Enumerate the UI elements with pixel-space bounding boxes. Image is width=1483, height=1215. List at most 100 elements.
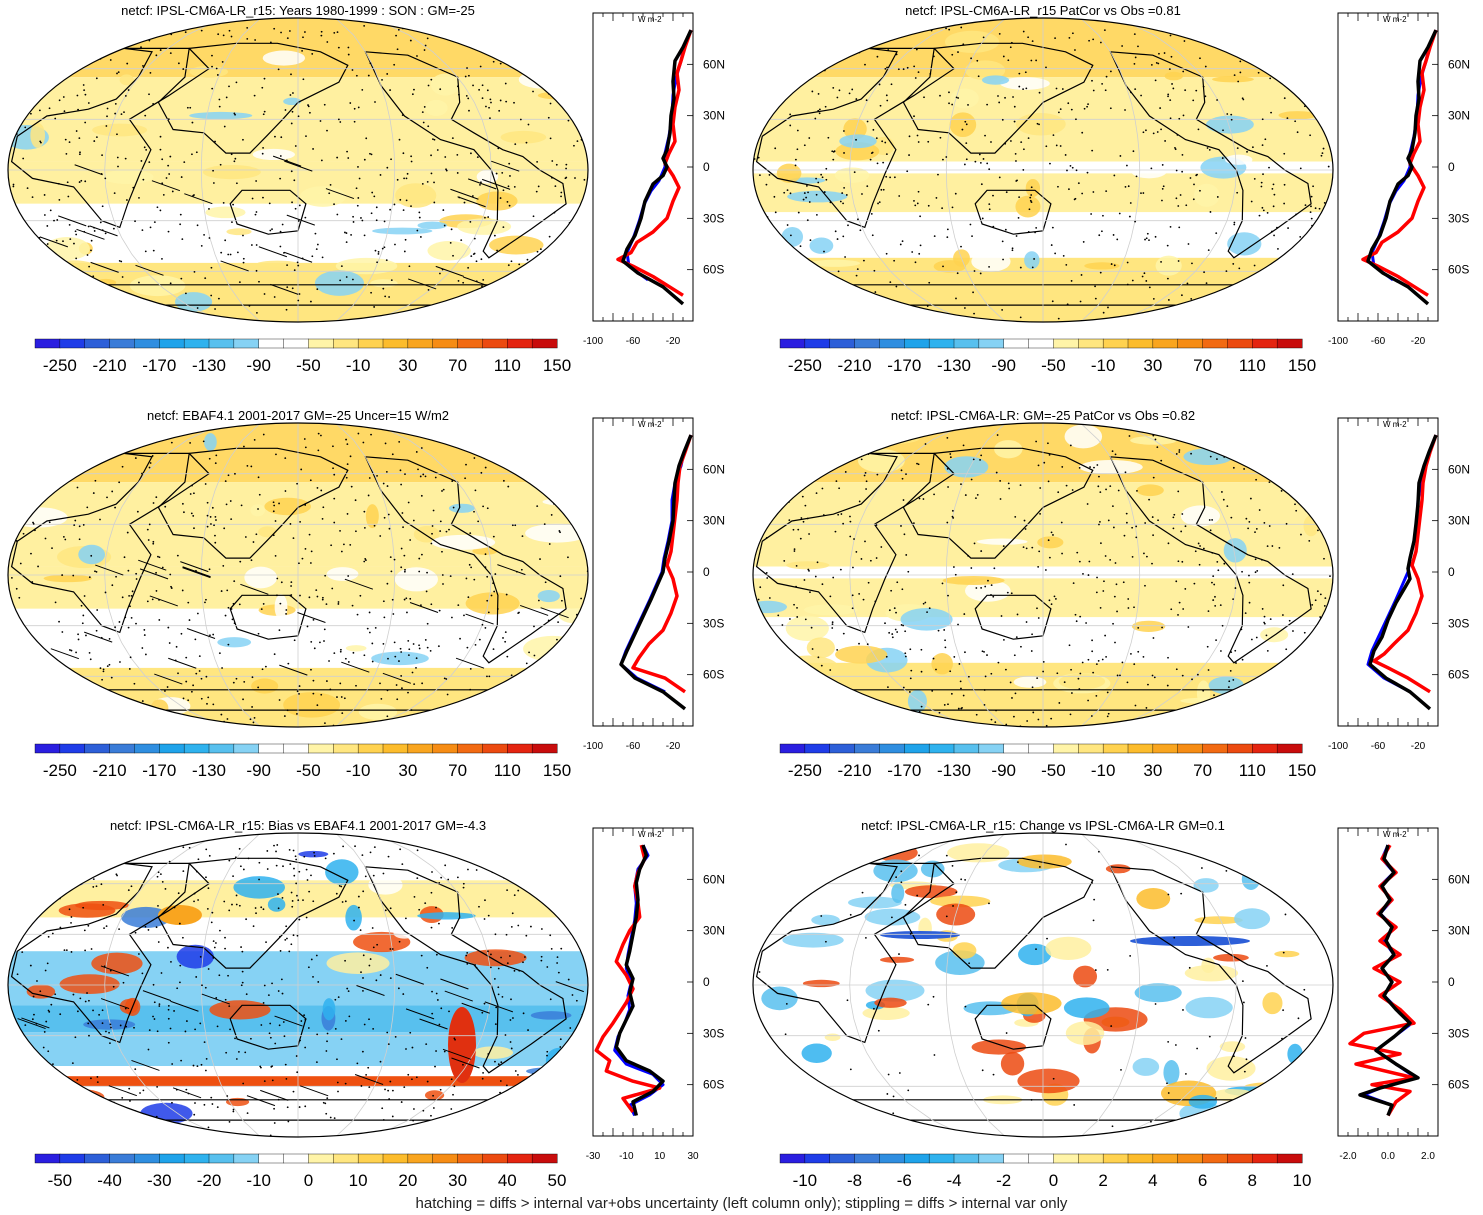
- zonal-y-tick-label: 0: [703, 160, 710, 174]
- stipple-dot: [793, 1097, 796, 1100]
- stipple-dot: [83, 929, 86, 932]
- stipple-dot: [207, 968, 210, 970]
- zonal-y-tick-label: 60N: [1448, 462, 1470, 476]
- stipple-dot: [1221, 624, 1224, 627]
- stipple-dot: [527, 1029, 529, 1031]
- stipple-dot: [763, 636, 766, 638]
- stipple-dot: [754, 729, 756, 731]
- stipple-dot: [1043, 461, 1046, 464]
- stipple-dot: [858, 727, 860, 729]
- stipple-dot: [433, 138, 436, 141]
- stipple-dot: [1282, 584, 1285, 587]
- stipple-dot: [316, 243, 319, 246]
- stipple-dot: [190, 512, 193, 515]
- zonal-unit: W m-2: [638, 15, 662, 24]
- stipple-dot: [46, 674, 49, 676]
- stipple-dot: [185, 680, 188, 683]
- stipple-dot: [46, 225, 49, 227]
- stipple-dot: [882, 161, 885, 164]
- zonal-y-tick-label: 30S: [1448, 1026, 1469, 1040]
- stipple-dot: [1085, 622, 1087, 624]
- stipple-dot: [102, 670, 105, 673]
- stipple-dot: [369, 958, 372, 960]
- colorbar-swatch: [1227, 1153, 1253, 1164]
- stipple-dot: [1194, 550, 1197, 553]
- stipple-dot: [1276, 263, 1278, 266]
- zonal-x-tick-label: -60: [626, 741, 641, 752]
- stipple-dot: [540, 485, 543, 487]
- stipple-dot: [280, 31, 282, 34]
- stipple-dot: [213, 524, 215, 527]
- stipple-dot: [750, 229, 752, 231]
- hatch-line: [100, 998, 130, 1010]
- stipple-dot: [246, 37, 249, 40]
- stipple-dot: [1180, 892, 1183, 895]
- stipple-dot: [822, 430, 824, 432]
- stipple-dot: [1263, 622, 1266, 625]
- stipple-dot: [885, 655, 888, 658]
- colorbar-swatch: [854, 743, 880, 754]
- stipple-dot: [357, 106, 360, 109]
- stipple-dot: [329, 688, 332, 691]
- stipple-dot: [1192, 99, 1195, 102]
- stipple-dot: [192, 515, 195, 517]
- stipple-dot: [1157, 519, 1159, 522]
- stipple-dot: [834, 230, 837, 233]
- stipple-dot: [194, 1028, 197, 1031]
- stipple-dot: [760, 705, 763, 708]
- stipple-dot: [821, 689, 824, 692]
- stipple-dot: [270, 1065, 273, 1068]
- stipple-dot: [1053, 595, 1056, 598]
- stipple-dot: [269, 1036, 272, 1039]
- stipple-dot: [560, 498, 563, 501]
- stipple-dot: [1329, 298, 1332, 301]
- stipple-dot: [1057, 185, 1059, 188]
- stipple-dot: [110, 676, 113, 679]
- stipple-dot: [1265, 634, 1268, 637]
- stipple-dot: [77, 108, 79, 111]
- stipple-dot: [835, 303, 838, 306]
- stipple-dot: [1266, 545, 1269, 548]
- stipple-dot: [1181, 513, 1184, 515]
- stipple-dot: [1050, 244, 1053, 246]
- field-blob: [59, 974, 120, 994]
- colorbar-swatch: [1127, 743, 1154, 754]
- stipple-dot: [585, 132, 588, 135]
- stipple-dot: [303, 855, 306, 858]
- stipple-dot: [48, 521, 51, 524]
- colorbar-swatch: [1152, 338, 1179, 349]
- stipple-dot: [766, 577, 769, 579]
- stipple-dot: [1207, 610, 1210, 613]
- stipple-dot: [412, 643, 415, 645]
- stipple-dot: [472, 84, 474, 87]
- stipple-dot: [964, 1005, 967, 1008]
- stipple-dot: [838, 89, 841, 92]
- stipple-dot: [1009, 681, 1012, 684]
- stipple-dot: [82, 614, 85, 617]
- zonal-series-obs: [1361, 29, 1438, 297]
- stipple-dot: [4, 846, 6, 848]
- stipple-dot: [13, 447, 16, 450]
- stipple-dot: [1292, 300, 1295, 302]
- stipple-dot: [214, 308, 216, 310]
- stipple-dot: [986, 654, 988, 656]
- stipple-dot: [1178, 434, 1181, 437]
- stipple-dot: [262, 603, 265, 605]
- stipple-dot: [1067, 102, 1070, 105]
- stipple-dot: [483, 1002, 486, 1005]
- stipple-dot: [1068, 644, 1071, 647]
- stipple-dot: [298, 1106, 301, 1108]
- field-blob: [326, 567, 359, 581]
- zonal-frame: [592, 827, 694, 1137]
- stipple-dot: [123, 111, 125, 114]
- zonal-y-tick-label: 60S: [1448, 668, 1469, 682]
- field-blob: [92, 123, 148, 137]
- stipple-dot: [436, 149, 439, 151]
- stipple-dot: [279, 950, 282, 952]
- stipple-dot: [232, 602, 235, 605]
- stipple-dot: [379, 174, 382, 176]
- stipple-dot: [191, 121, 194, 124]
- stipple-dot: [1215, 639, 1217, 642]
- stipple-dot: [210, 1096, 213, 1099]
